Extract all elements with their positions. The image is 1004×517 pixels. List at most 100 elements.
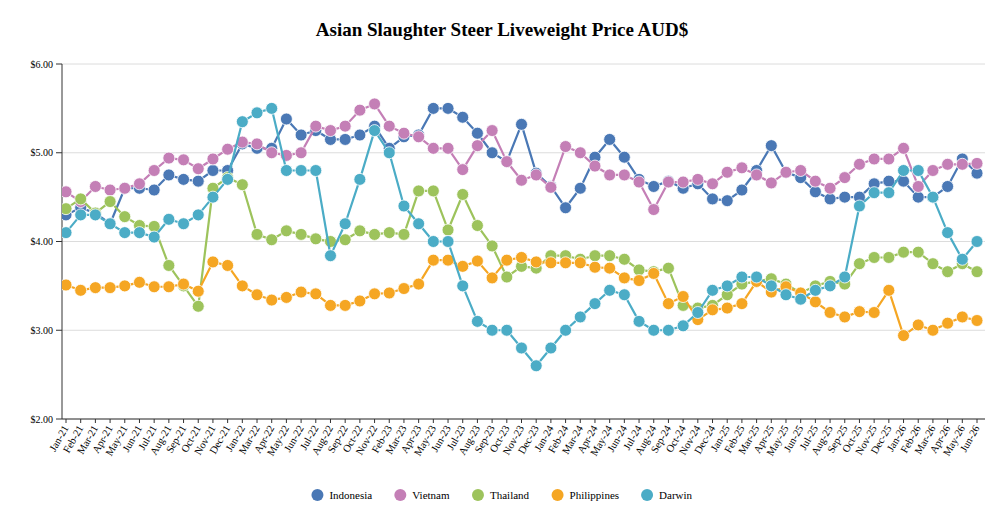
marker: [560, 324, 572, 336]
marker: [824, 307, 836, 319]
marker: [604, 284, 616, 296]
marker: [324, 250, 336, 262]
marker: [883, 251, 895, 263]
x-tick: [359, 419, 360, 423]
marker: [589, 261, 601, 273]
x-tick: [903, 419, 904, 423]
marker: [339, 299, 351, 311]
marker: [765, 140, 777, 152]
marker: [251, 228, 263, 240]
x-tick: [433, 419, 434, 423]
marker: [574, 147, 586, 159]
marker: [369, 98, 381, 110]
marker: [501, 156, 513, 168]
marker: [163, 281, 175, 293]
marker: [839, 311, 851, 323]
marker: [927, 165, 939, 177]
marker: [266, 147, 278, 159]
x-tick: [918, 419, 919, 423]
x-tick: [668, 419, 669, 423]
y-tick: [56, 64, 62, 65]
marker: [942, 158, 954, 170]
legend-marker: [641, 489, 653, 501]
marker: [192, 209, 204, 221]
marker: [942, 180, 954, 192]
x-tick: [448, 419, 449, 423]
x-tick: [462, 419, 463, 423]
marker: [62, 279, 72, 291]
marker: [222, 173, 234, 185]
marker: [295, 165, 307, 177]
marker: [927, 191, 939, 203]
marker: [62, 227, 72, 239]
legend-item: Thailand: [472, 489, 530, 501]
marker: [971, 266, 983, 278]
y-tick: [56, 330, 62, 331]
marker: [589, 250, 601, 262]
x-tick: [477, 419, 478, 423]
marker: [736, 184, 748, 196]
x-tick: [639, 419, 640, 423]
chart: Asian Slaughter Steer Liveweight Price A…: [0, 0, 1004, 517]
marker: [868, 153, 880, 165]
x-tick: [168, 419, 169, 423]
marker: [648, 324, 660, 336]
legend-label: Philippines: [570, 489, 620, 501]
marker: [604, 133, 616, 145]
marker: [280, 113, 292, 125]
marker: [751, 271, 763, 283]
x-tick: [227, 419, 228, 423]
legend-marker: [552, 489, 564, 501]
marker: [471, 140, 483, 152]
marker: [927, 191, 939, 203]
x-tick: [830, 419, 831, 423]
marker: [868, 251, 880, 263]
marker: [898, 142, 910, 154]
marker: [413, 218, 425, 230]
marker: [266, 234, 278, 246]
legend-item: Indonesia: [311, 489, 372, 501]
series-line: [66, 257, 977, 335]
marker: [604, 250, 616, 262]
marker: [178, 173, 190, 185]
x-tick: [609, 419, 610, 423]
series-line: [66, 108, 977, 223]
marker: [824, 193, 836, 205]
y-tick-label: $4.00: [31, 236, 54, 247]
marker: [912, 180, 924, 192]
x-tick: [257, 419, 258, 423]
marker: [604, 262, 616, 274]
marker: [324, 299, 336, 311]
marker: [853, 200, 865, 212]
legend-marker: [394, 489, 406, 501]
marker: [104, 196, 116, 208]
x-tick: [536, 419, 537, 423]
x-tick: [110, 419, 111, 423]
marker: [486, 147, 498, 159]
marker: [971, 314, 983, 326]
marker: [148, 231, 160, 243]
x-axis: [62, 419, 985, 420]
marker: [442, 224, 454, 236]
marker: [486, 272, 498, 284]
marker: [809, 296, 821, 308]
marker: [516, 342, 528, 354]
marker: [765, 280, 777, 292]
marker: [207, 153, 219, 165]
marker: [765, 177, 777, 189]
y-tick-label: $6.00: [31, 59, 54, 70]
marker: [707, 304, 719, 316]
marker: [853, 258, 865, 270]
marker: [427, 254, 439, 266]
x-tick: [124, 419, 125, 423]
marker: [207, 191, 219, 203]
marker: [824, 182, 836, 194]
series-line: [66, 104, 977, 210]
marker: [383, 227, 395, 239]
x-tick: [785, 419, 786, 423]
marker: [354, 104, 366, 116]
marker: [648, 267, 660, 279]
legend-label: Vietnam: [412, 489, 450, 501]
marker: [295, 147, 307, 159]
x-tick: [139, 419, 140, 423]
